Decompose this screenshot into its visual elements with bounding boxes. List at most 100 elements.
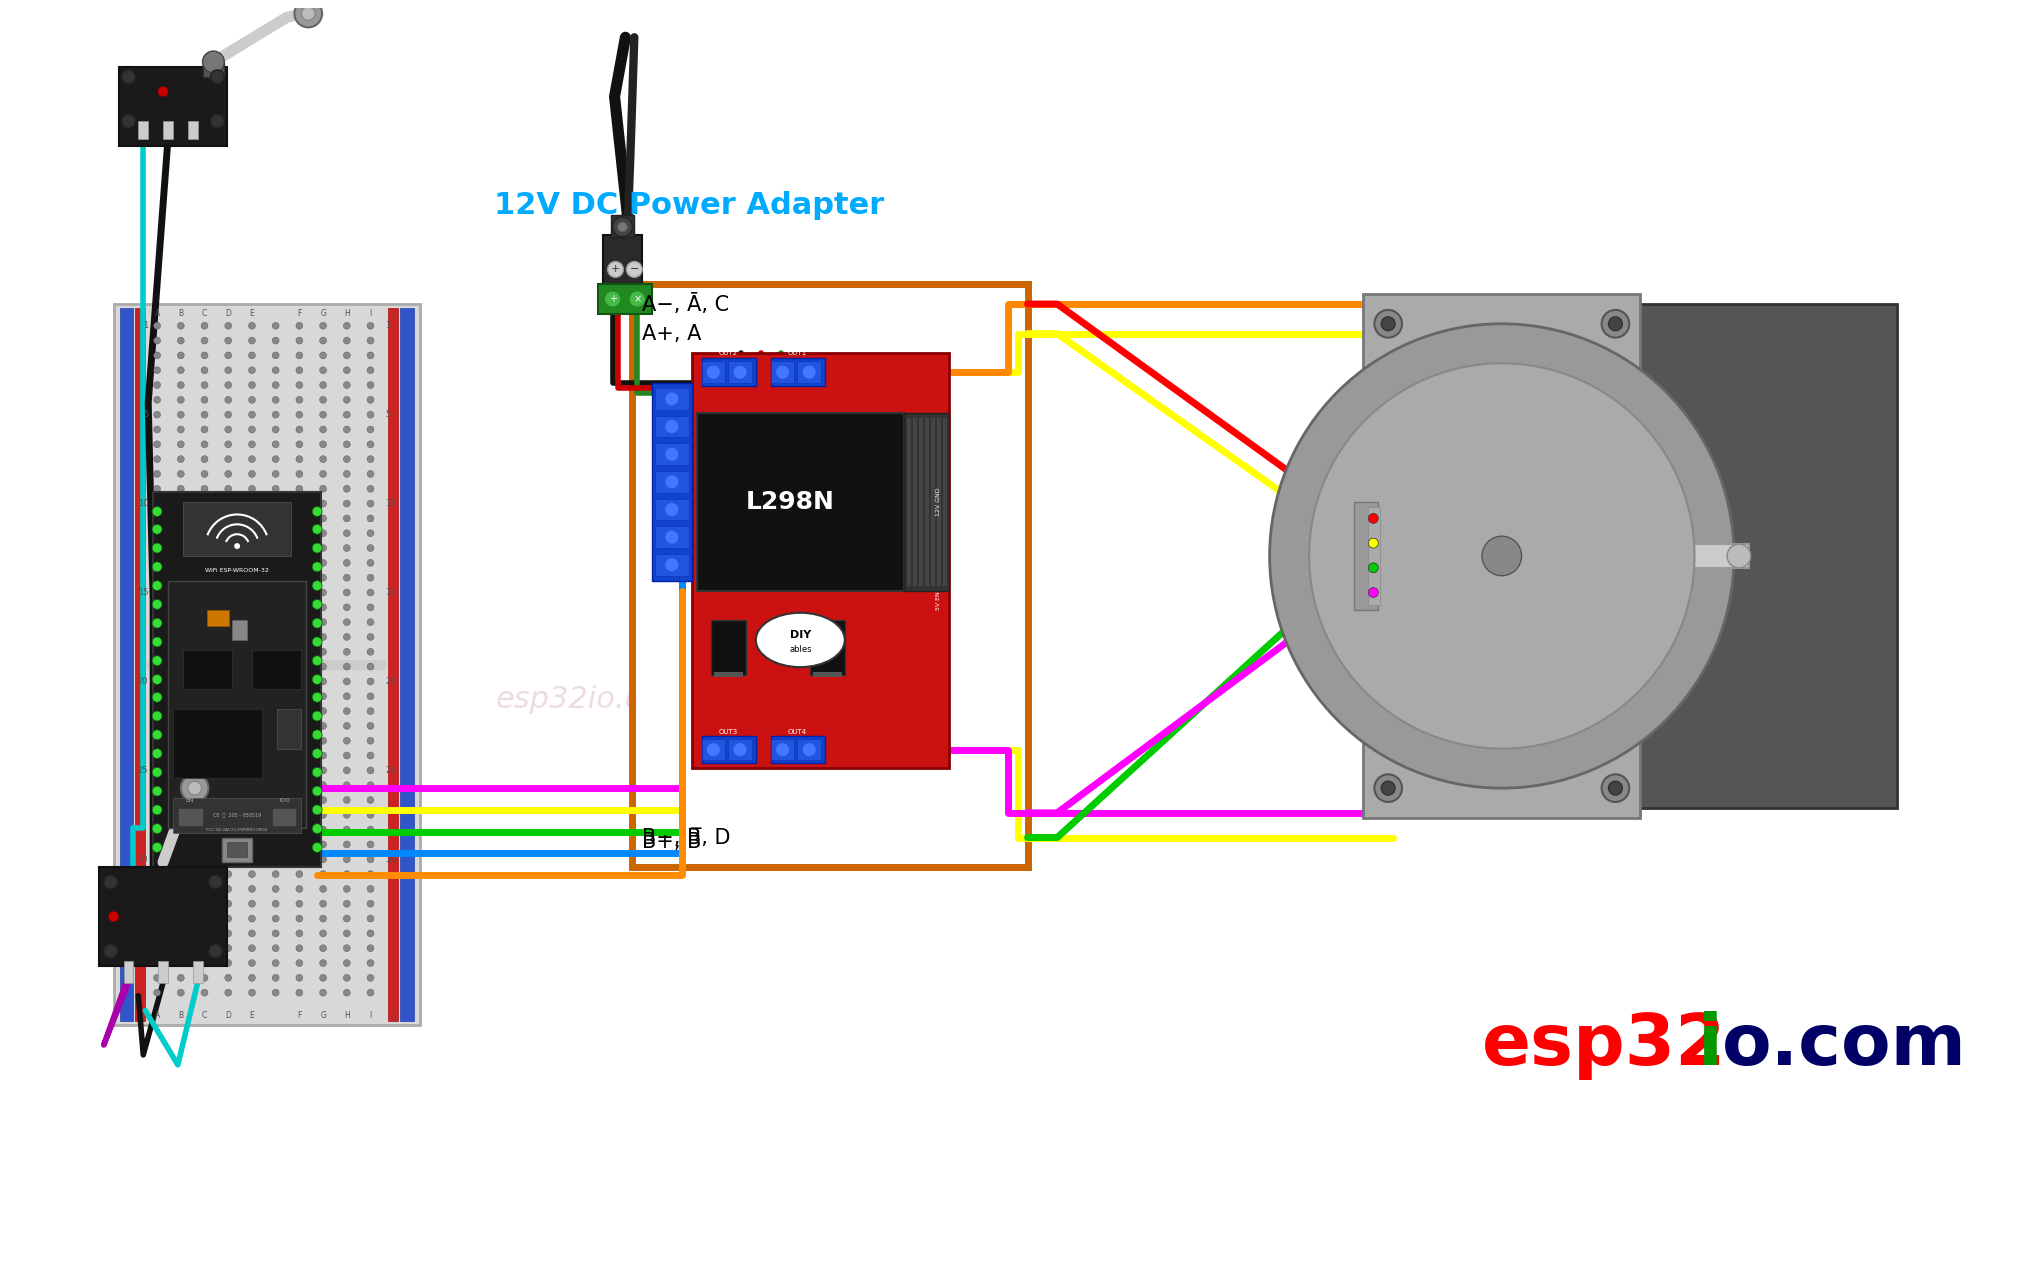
Circle shape [344, 663, 350, 671]
Circle shape [225, 381, 233, 389]
Circle shape [178, 545, 184, 551]
Circle shape [295, 425, 303, 433]
Circle shape [152, 674, 162, 685]
Circle shape [1382, 781, 1396, 795]
Circle shape [295, 678, 303, 685]
Circle shape [154, 603, 160, 611]
Circle shape [273, 514, 279, 522]
Circle shape [103, 945, 117, 958]
Circle shape [295, 945, 303, 951]
Circle shape [154, 678, 160, 685]
Text: i: i [1697, 1011, 1722, 1080]
Circle shape [273, 559, 279, 566]
Text: C: C [202, 1011, 206, 1020]
Circle shape [178, 974, 184, 982]
Circle shape [249, 678, 255, 685]
Circle shape [273, 871, 279, 878]
Circle shape [666, 419, 680, 433]
Circle shape [225, 738, 233, 744]
Text: 15: 15 [138, 588, 148, 597]
Circle shape [273, 738, 279, 744]
Text: 20: 20 [138, 677, 148, 686]
Circle shape [178, 885, 184, 893]
Circle shape [152, 638, 162, 646]
Text: B: B [178, 1011, 184, 1020]
Circle shape [295, 352, 303, 359]
Circle shape [154, 411, 160, 418]
Circle shape [152, 767, 162, 777]
Text: 1: 1 [144, 321, 148, 330]
Circle shape [344, 381, 350, 389]
Circle shape [249, 812, 255, 818]
Circle shape [273, 796, 279, 804]
Bar [119, 307, 134, 1021]
Circle shape [200, 974, 208, 982]
Circle shape [154, 989, 160, 996]
Circle shape [200, 559, 208, 566]
Circle shape [121, 114, 136, 128]
Circle shape [344, 812, 350, 818]
Bar [797, 362, 821, 384]
Circle shape [154, 782, 160, 789]
Circle shape [1602, 775, 1629, 801]
Circle shape [225, 603, 233, 611]
Circle shape [320, 456, 326, 462]
Circle shape [154, 841, 160, 848]
Text: −: − [629, 264, 639, 274]
Circle shape [154, 470, 160, 478]
Text: esp32: esp32 [1483, 1011, 1726, 1080]
Circle shape [200, 856, 208, 862]
Circle shape [344, 871, 350, 878]
Circle shape [152, 824, 162, 833]
Text: 1: 1 [384, 321, 390, 330]
Circle shape [249, 974, 255, 982]
Circle shape [154, 871, 160, 878]
Circle shape [366, 559, 374, 566]
Circle shape [295, 856, 303, 862]
Circle shape [154, 900, 160, 907]
Circle shape [312, 767, 322, 777]
Circle shape [225, 396, 233, 404]
Circle shape [320, 841, 326, 848]
Circle shape [706, 366, 720, 380]
Circle shape [200, 723, 208, 729]
Circle shape [200, 960, 208, 966]
Bar [223, 837, 253, 862]
Circle shape [320, 989, 326, 996]
Circle shape [366, 945, 374, 951]
Circle shape [366, 456, 374, 462]
Circle shape [178, 530, 184, 537]
Circle shape [154, 618, 160, 626]
Circle shape [366, 989, 374, 996]
Circle shape [154, 663, 160, 671]
Circle shape [320, 649, 326, 655]
Circle shape [775, 366, 789, 380]
Circle shape [295, 827, 303, 833]
Circle shape [366, 663, 374, 671]
Text: IN2: IN2 [641, 507, 649, 512]
Text: OUT3: OUT3 [718, 729, 738, 735]
Circle shape [775, 743, 789, 757]
Circle shape [154, 960, 160, 966]
Circle shape [312, 692, 322, 702]
Circle shape [320, 767, 326, 773]
Bar [233, 620, 247, 640]
Circle shape [273, 425, 279, 433]
Circle shape [273, 752, 279, 759]
Circle shape [344, 514, 350, 522]
Circle shape [249, 900, 255, 907]
Circle shape [208, 875, 223, 889]
Circle shape [273, 411, 279, 418]
Circle shape [200, 441, 208, 448]
Circle shape [273, 960, 279, 966]
Text: 12V: 12V [639, 396, 649, 401]
Circle shape [295, 470, 303, 478]
Circle shape [312, 786, 322, 796]
Circle shape [320, 381, 326, 389]
Circle shape [225, 323, 233, 329]
Circle shape [178, 500, 184, 507]
Circle shape [200, 485, 208, 493]
Circle shape [178, 707, 184, 715]
Bar [1368, 507, 1380, 606]
Circle shape [320, 425, 326, 433]
